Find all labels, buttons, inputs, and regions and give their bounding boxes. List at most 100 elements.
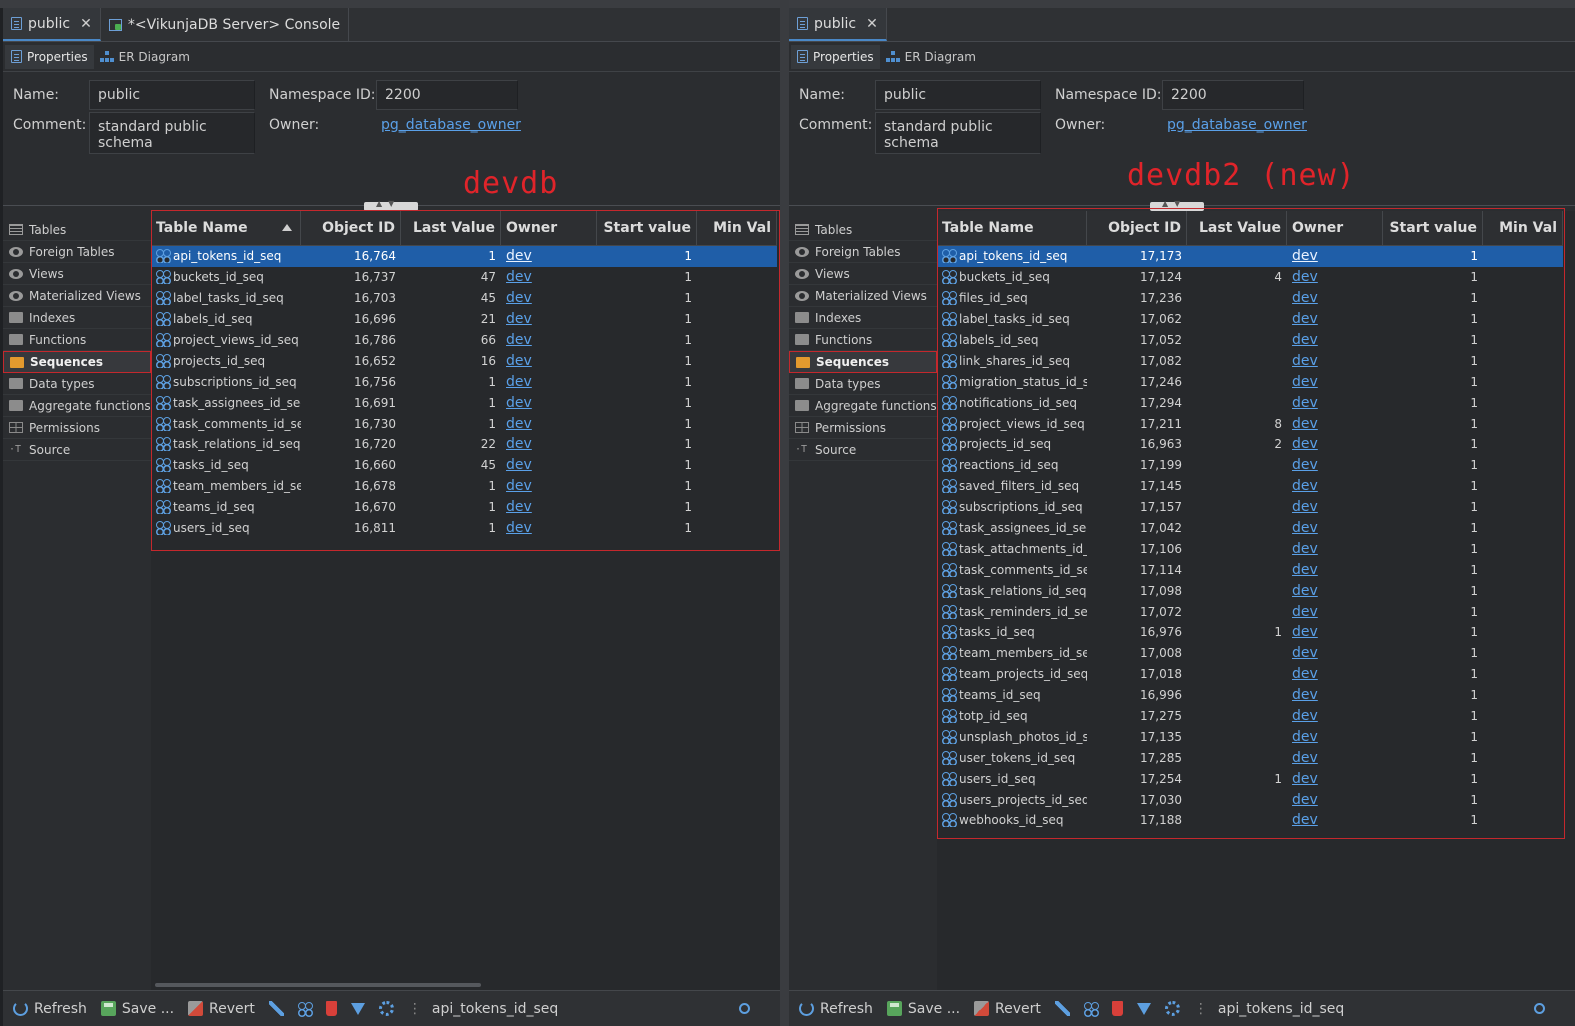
table-row[interactable]: task_comments_id_seq 17,114 dev 1	[937, 559, 1563, 580]
owner-link[interactable]: dev	[1292, 248, 1318, 265]
owner-link[interactable]: dev	[1292, 812, 1318, 829]
nav-item-indexes[interactable]: Indexes	[3, 307, 151, 329]
filter-button[interactable]	[1136, 1002, 1151, 1015]
owner-link[interactable]: dev	[506, 269, 532, 286]
tab-public[interactable]: public ✕	[789, 8, 887, 41]
column-header-object-id[interactable]: Object ID	[1087, 211, 1187, 245]
column-header-table-name[interactable]: Table Name	[937, 211, 1087, 245]
column-header-start-value[interactable]: Start value	[1383, 211, 1483, 245]
splitter-collapse-icon[interactable]	[1150, 199, 1204, 211]
nav-item-views[interactable]: Views	[3, 263, 151, 285]
owner-link[interactable]: dev	[1292, 603, 1318, 620]
close-icon[interactable]: ✕	[80, 15, 92, 32]
owner-link[interactable]: dev	[506, 332, 532, 348]
table-row[interactable]: users_id_seq 16,811 1 dev 1	[151, 518, 777, 539]
owner-link[interactable]: pg_database_owner	[381, 117, 521, 133]
table-row[interactable]: tasks_id_seq 16,976 1 dev 1	[937, 622, 1563, 643]
owner-link[interactable]: dev	[1292, 436, 1318, 453]
table-row[interactable]: task_attachments_id_se 17,106 dev 1	[937, 538, 1563, 559]
nav-item-permissions[interactable]: Permissions	[789, 417, 937, 439]
more-icon[interactable]: ⋮	[1193, 1000, 1208, 1017]
table-row[interactable]: user_tokens_id_seq 17,285 dev 1	[937, 747, 1563, 768]
properties-splitter[interactable]	[789, 199, 1575, 211]
edit-button[interactable]	[1054, 1001, 1070, 1016]
nav-item-source[interactable]: ·T Source	[3, 439, 151, 461]
owner-link[interactable]: dev	[1292, 770, 1318, 787]
owner-link[interactable]: dev	[1292, 457, 1318, 474]
nav-item-permissions[interactable]: Permissions	[3, 417, 151, 439]
refresh-button[interactable]: Refresh	[13, 1001, 87, 1017]
configure-button[interactable]	[378, 1001, 394, 1016]
configure-button[interactable]	[1164, 1001, 1180, 1016]
owner-link[interactable]: dev	[1292, 290, 1318, 307]
column-header-start-value[interactable]: Start value	[597, 211, 697, 245]
table-row[interactable]: projects_id_seq 16,652 16 dev 1	[151, 350, 777, 371]
filter-button[interactable]	[350, 1002, 365, 1015]
table-row[interactable]: api_tokens_id_seq 17,173 dev 1	[937, 246, 1563, 267]
owner-link[interactable]: dev	[1292, 666, 1318, 683]
owner-link[interactable]: dev	[506, 478, 532, 495]
name-field[interactable]: public	[875, 80, 1041, 110]
table-row[interactable]: notifications_id_seq 17,294 dev 1	[937, 392, 1563, 413]
table-row[interactable]: saved_filters_id_seq 17,145 dev 1	[937, 476, 1563, 497]
table-row[interactable]: task_relations_id_seq 16,720 22 dev 1	[151, 434, 777, 455]
nav-item-aggregate-functions[interactable]: Aggregate functions	[3, 395, 151, 417]
save-button[interactable]: Save ...	[100, 1001, 174, 1017]
table-row[interactable]: subscriptions_id_seq 17,157 dev 1	[937, 497, 1563, 518]
table-row[interactable]: reactions_id_seq 17,199 dev 1	[937, 455, 1563, 476]
owner-link[interactable]: dev	[1292, 561, 1318, 578]
owner-link[interactable]: dev	[506, 248, 532, 265]
column-header-min-val[interactable]: Min Val	[697, 211, 777, 245]
horizontal-scrollbar[interactable]	[155, 983, 481, 987]
table-row[interactable]: team_projects_id_seq 17,018 dev 1	[937, 664, 1563, 685]
comment-field[interactable]: standard public schema	[89, 112, 255, 154]
table-row[interactable]: users_projects_id_seq 17,030 dev 1	[937, 789, 1563, 810]
owner-link[interactable]: dev	[1292, 269, 1318, 286]
table-row[interactable]: subscriptions_id_seq 16,756 1 dev 1	[151, 371, 777, 392]
owner-link[interactable]: dev	[1292, 708, 1318, 725]
owner-link[interactable]: dev	[1292, 540, 1318, 557]
comment-field[interactable]: standard public schema	[875, 112, 1041, 154]
owner-link[interactable]: dev	[506, 352, 532, 369]
search-button[interactable]	[1534, 1003, 1545, 1014]
table-row[interactable]: project_views_id_seq 17,211 8 dev 1	[937, 413, 1563, 434]
nav-item-sequences[interactable]: Sequences	[3, 351, 151, 373]
nav-item-data-types[interactable]: Data types	[3, 373, 151, 395]
nav-item-views[interactable]: Views	[789, 263, 937, 285]
owner-link[interactable]: dev	[1292, 332, 1318, 348]
owner-link[interactable]: dev	[506, 457, 532, 474]
save-button[interactable]: Save ...	[886, 1001, 960, 1017]
table-row[interactable]: task_reminders_id_seq 17,072 dev 1	[937, 601, 1563, 622]
column-header-min-val[interactable]: Min Val	[1483, 211, 1563, 245]
nav-item-tables[interactable]: Tables	[3, 219, 151, 241]
table-row[interactable]: unsplash_photos_id_sec 17,135 dev 1	[937, 726, 1563, 747]
delete-button[interactable]	[1111, 1001, 1123, 1016]
owner-link[interactable]: dev	[1292, 687, 1318, 704]
table-row[interactable]: task_assignees_id_seq 16,691 1 dev 1	[151, 392, 777, 413]
owner-link[interactable]: pg_database_owner	[1167, 117, 1307, 133]
column-header-owner[interactable]: Owner	[501, 211, 597, 245]
owner-link[interactable]: dev	[1292, 499, 1318, 516]
refresh-button[interactable]: Refresh	[799, 1001, 873, 1017]
table-row[interactable]: team_members_id_seq 17,008 dev 1	[937, 643, 1563, 664]
owner-link[interactable]: dev	[506, 290, 532, 307]
owner-link[interactable]: dev	[1292, 394, 1318, 411]
table-row[interactable]: labels_id_seq 17,052 dev 1	[937, 330, 1563, 351]
tab-public[interactable]: public ✕	[3, 8, 101, 41]
owner-link[interactable]: dev	[506, 415, 532, 432]
column-header-object-id[interactable]: Object ID	[301, 211, 401, 245]
subtab-er-diagram[interactable]: ER Diagram	[880, 45, 982, 69]
delete-button[interactable]	[325, 1001, 337, 1016]
table-row[interactable]: projects_id_seq 16,963 2 dev 1	[937, 434, 1563, 455]
nav-item-source[interactable]: ·T Source	[789, 439, 937, 461]
table-row[interactable]: teams_id_seq 16,996 dev 1	[937, 685, 1563, 706]
owner-link[interactable]: dev	[1292, 478, 1318, 495]
owner-link[interactable]: dev	[1292, 373, 1318, 390]
subtab-properties[interactable]: Properties	[5, 44, 94, 69]
table-row[interactable]: teams_id_seq 16,670 1 dev 1	[151, 497, 777, 518]
namespace-id-field[interactable]: 2200	[376, 80, 518, 110]
column-header-owner[interactable]: Owner	[1287, 211, 1383, 245]
owner-link[interactable]: dev	[1292, 352, 1318, 369]
nav-item-tables[interactable]: Tables	[789, 219, 937, 241]
create-sequence-button[interactable]	[297, 1001, 313, 1016]
